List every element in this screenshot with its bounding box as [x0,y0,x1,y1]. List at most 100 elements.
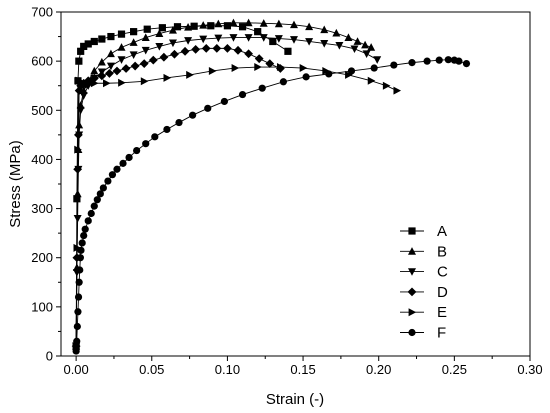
series-f-point [104,177,112,185]
series-f-point [444,56,452,64]
series-b-point [305,22,314,31]
series-b-point [168,25,177,34]
series-f-point [80,232,88,240]
series-f-point [75,278,83,286]
series-a-point [223,22,232,30]
series-b-point [97,57,106,66]
series-f-point [74,308,82,316]
series-c-point [184,37,193,45]
series-f-point [189,111,197,119]
series-e-point [73,243,82,252]
series-c-point [274,35,283,43]
series-f-point [423,57,431,65]
series-b-point [155,29,164,38]
series-f-point [390,61,398,69]
series-b-point [90,66,99,75]
series-a-point [84,40,92,48]
series-b-point [229,18,238,27]
series-e-point [231,64,240,73]
y-tick-label: 100 [31,299,53,314]
series-f-point [462,60,471,68]
series-b-point [141,33,150,41]
series-f-point [73,337,81,345]
series-f-point [325,70,333,78]
series-e-point [140,77,149,86]
series-f-point [119,159,127,167]
series-d-point [265,59,275,68]
series-b-point [367,43,376,51]
series-f-point [99,184,107,192]
series-c-point [289,36,298,44]
series-a-point [90,37,98,46]
series-d-point [233,45,243,55]
y-tick-label: 200 [31,250,53,265]
x-tick-label: 0.00 [63,362,88,377]
series-f-point [90,202,98,210]
series-c-point [214,34,223,43]
series-b-point [259,19,268,27]
series-e [72,63,402,351]
series-f-point [302,73,310,81]
series-f-point [279,78,287,86]
x-tick-label: 0.15 [290,362,315,377]
series-f-point [93,196,101,204]
series-e-point [276,63,285,72]
x-tick-label: 0.25 [442,362,467,377]
series-a-point [254,28,262,36]
legend-marker [408,328,416,337]
legend-marker [408,247,416,255]
series-d-point [201,43,211,53]
series-e-point [118,78,126,87]
series-f [72,56,471,355]
series-a-point [173,23,182,31]
series-a-point [284,47,292,55]
series-f-point [238,90,247,99]
series-e-point [90,79,99,88]
series-f-point [76,266,84,274]
series-a-point [143,25,151,33]
series-b-point [129,38,138,46]
x-tick-label: 0.30 [517,362,542,377]
series-f-point [175,118,183,127]
series-f-point [73,322,81,331]
y-tick-label: 700 [31,5,53,20]
series-b-point [289,20,298,29]
series-f-point [455,57,463,65]
legend-entry-e: E [400,304,447,321]
series-e-point [322,66,330,75]
series-f-point [163,125,171,134]
y-axis-label: Stress (MPa) [7,140,24,228]
legend-label: E [437,304,447,321]
series-d-point [121,64,131,73]
series-d-point [139,59,149,68]
series-d-point [254,54,264,64]
series-e-point [74,145,82,154]
series-f-point [108,171,117,179]
series-c-point [362,50,371,58]
series-d-point [159,52,169,62]
series-d-point [212,43,222,53]
series-e-line [75,66,398,347]
series-c-point [129,51,138,59]
legend-entry-d: D [400,284,448,301]
series-e-point [84,80,93,89]
series-d-point [244,49,253,59]
series-c-point [350,45,359,54]
series-c-point [168,39,177,48]
series-f-point [72,347,80,355]
series-c-point [335,42,344,50]
series-f-point [133,146,141,155]
legend-entry-b: B [400,243,447,260]
legend-marker [408,308,417,317]
series-c-point [117,56,126,64]
series-d-point [148,55,158,65]
series-f-point [76,254,84,262]
series-a-point [207,22,215,30]
series-c-point [79,92,88,100]
legend-marker [408,268,416,276]
legend-label: A [437,223,447,240]
series-f-point [220,97,228,106]
series-a-point [75,57,83,65]
legend-entry-a: A [400,223,447,240]
series-f-point [204,104,212,112]
